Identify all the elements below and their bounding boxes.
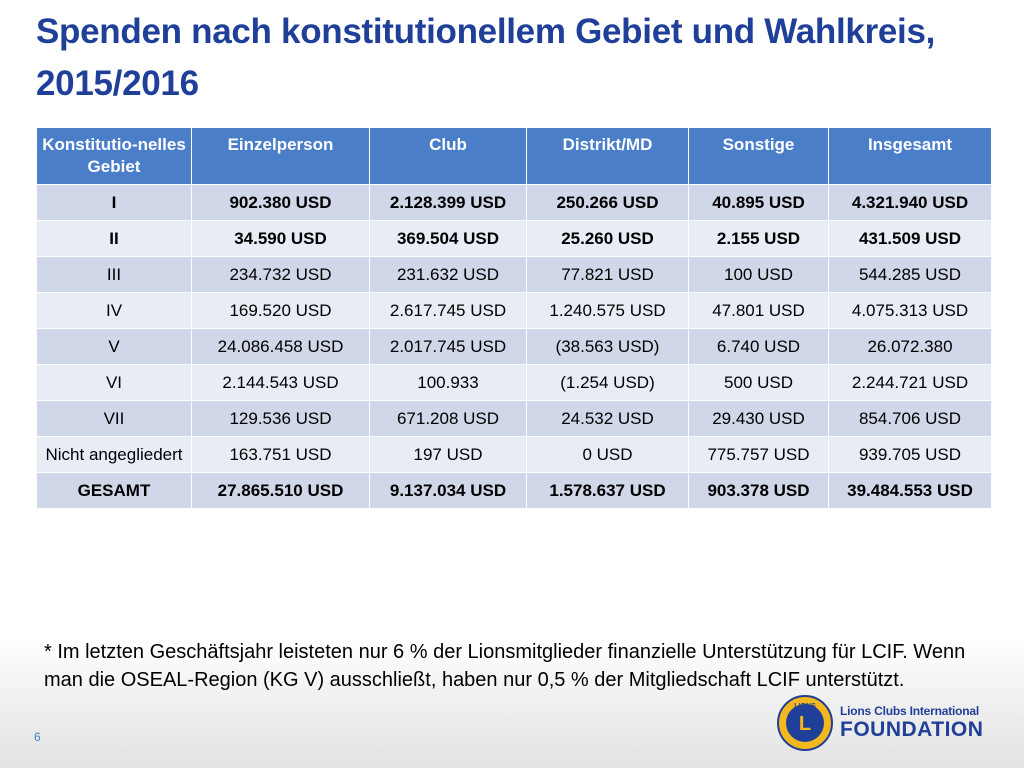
table-cell: 775.757 USD: [688, 436, 829, 473]
table-row: IV 169.520 USD 2.617.745 USD 1.240.575 U…: [36, 292, 992, 329]
table-cell: 100 USD: [688, 256, 829, 293]
table-cell: 26.072.380: [828, 328, 992, 365]
table-cell: 34.590 USD: [191, 220, 370, 257]
table-cell: 2.017.745 USD: [369, 328, 527, 365]
table-header-row: Konstitutio-nelles Gebiet Einzelperson C…: [36, 127, 992, 185]
table-cell: 903.378 USD: [688, 472, 829, 509]
column-header: Insgesamt: [828, 127, 992, 185]
table-row: II 34.590 USD 369.504 USD 25.260 USD 2.1…: [36, 220, 992, 257]
table-cell: 2.144.543 USD: [191, 364, 370, 401]
table-cell: 169.520 USD: [191, 292, 370, 329]
slide-title: Spenden nach konstitutionellem Gebiet un…: [36, 12, 936, 103]
table-cell: 671.208 USD: [369, 400, 527, 437]
table-cell: 77.821 USD: [526, 256, 689, 293]
logo-line1: Lions Clubs International: [840, 704, 980, 718]
table-cell: 1.240.575 USD: [526, 292, 689, 329]
emblem-text: LIONS: [794, 703, 816, 710]
table-cell: GESAMT: [36, 472, 192, 509]
table-cell: 4.075.313 USD: [828, 292, 992, 329]
lcif-logo: LIONS L Lions Clubs International FOUNDA…: [776, 694, 986, 752]
table-cell: III: [36, 256, 192, 293]
table-cell: 24.532 USD: [526, 400, 689, 437]
table-cell: (1.254 USD): [526, 364, 689, 401]
table-total-row: GESAMT 27.865.510 USD 9.137.034 USD 1.57…: [36, 472, 992, 509]
column-header: Distrikt/MD: [526, 127, 689, 185]
page-number: 6: [34, 730, 41, 744]
table-cell: 47.801 USD: [688, 292, 829, 329]
column-header: Einzelperson: [191, 127, 370, 185]
table-cell: 902.380 USD: [191, 184, 370, 221]
table-cell: 4.321.940 USD: [828, 184, 992, 221]
table-cell: 29.430 USD: [688, 400, 829, 437]
table-cell: 234.732 USD: [191, 256, 370, 293]
table-cell: 431.509 USD: [828, 220, 992, 257]
table-cell: VI: [36, 364, 192, 401]
logo-line2: FOUNDATION: [840, 718, 984, 741]
column-header: Konstitutio-nelles Gebiet: [36, 127, 192, 185]
table-cell: 0 USD: [526, 436, 689, 473]
table-cell: (38.563 USD): [526, 328, 689, 365]
table-cell: 231.632 USD: [369, 256, 527, 293]
table-cell: 369.504 USD: [369, 220, 527, 257]
table-cell: 939.705 USD: [828, 436, 992, 473]
table-cell: VII: [36, 400, 192, 437]
footnote: * Im letzten Geschäftsjahr leisteten nur…: [44, 641, 966, 691]
table-cell: 2.155 USD: [688, 220, 829, 257]
lions-emblem-icon: LIONS L: [777, 695, 833, 751]
table-cell: 197 USD: [369, 436, 527, 473]
table-cell: 27.865.510 USD: [191, 472, 370, 509]
table-cell: 6.740 USD: [688, 328, 829, 365]
table-row: V 24.086.458 USD 2.017.745 USD (38.563 U…: [36, 328, 992, 365]
table-row: III 234.732 USD 231.632 USD 77.821 USD 1…: [36, 256, 992, 293]
table-cell: 39.484.553 USD: [828, 472, 992, 509]
table-row: VII 129.536 USD 671.208 USD 24.532 USD 2…: [36, 400, 992, 437]
svg-text:L: L: [799, 713, 811, 735]
table-cell: 2.128.399 USD: [369, 184, 527, 221]
column-header: Sonstige: [688, 127, 829, 185]
donations-table: Konstitutio-nelles Gebiet Einzelperson C…: [36, 127, 992, 509]
column-header: Club: [369, 127, 527, 185]
table-cell: 250.266 USD: [526, 184, 689, 221]
logo-wordmark: Lions Clubs International FOUNDATION: [840, 704, 983, 742]
table-cell: 25.260 USD: [526, 220, 689, 257]
table-cell: 1.578.637 USD: [526, 472, 689, 509]
table-cell: 2.244.721 USD: [828, 364, 992, 401]
table-row: VI 2.144.543 USD 100.933 (1.254 USD) 500…: [36, 364, 992, 401]
table-cell: IV: [36, 292, 192, 329]
table-cell: 2.617.745 USD: [369, 292, 527, 329]
footer-gradient: [0, 640, 1024, 768]
table-cell: Nicht angegliedert: [36, 436, 192, 473]
table-cell: 100.933: [369, 364, 527, 401]
table-cell: 500 USD: [688, 364, 829, 401]
table-cell: 9.137.034 USD: [369, 472, 527, 509]
table-cell: 163.751 USD: [191, 436, 370, 473]
table-row: I 902.380 USD 2.128.399 USD 250.266 USD …: [36, 184, 992, 221]
table-cell: I: [36, 184, 192, 221]
table-cell: 24.086.458 USD: [191, 328, 370, 365]
table-row: Nicht angegliedert 163.751 USD 197 USD 0…: [36, 436, 992, 473]
table-cell: 544.285 USD: [828, 256, 992, 293]
table-cell: 40.895 USD: [688, 184, 829, 221]
table-cell: 129.536 USD: [191, 400, 370, 437]
table-cell: 854.706 USD: [828, 400, 992, 437]
table-cell: II: [36, 220, 192, 257]
table-cell: V: [36, 328, 192, 365]
